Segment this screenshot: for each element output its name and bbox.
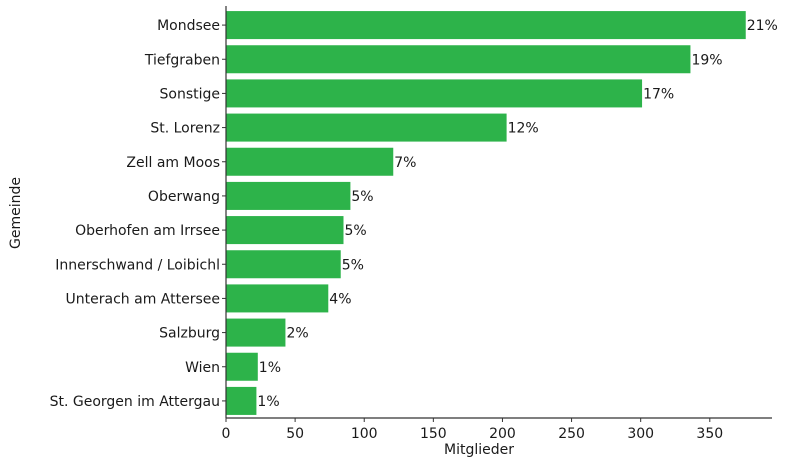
data-label-8: 4% (329, 291, 351, 307)
category-label-7: Innerschwand / Loibichl (55, 257, 220, 273)
data-label-3: 12% (508, 121, 539, 137)
x-tick-label-3: 150 (420, 426, 447, 442)
category-label-6: Oberhofen am Irrsee (75, 223, 220, 239)
data-label-10: 1% (259, 360, 281, 376)
category-labels-group: Mondsee Tiefgraben Sonstige St. Lorenz Zell … (50, 18, 226, 410)
x-tick-label-1: 50 (286, 426, 304, 442)
bar-10 (226, 352, 258, 381)
category-label-9: Salzburg (159, 326, 220, 342)
data-label-5: 5% (351, 189, 373, 205)
x-tick-label-2: 100 (351, 426, 378, 442)
bars-group (226, 11, 746, 415)
bar-0 (226, 11, 746, 40)
bar-3 (226, 113, 507, 142)
category-label-8: Unterach am Attersee (66, 291, 220, 307)
category-label-1: Tiefgraben (144, 52, 220, 68)
category-label-0: Mondsee (157, 18, 220, 34)
bar-7 (226, 250, 341, 279)
data-label-2: 17% (643, 86, 674, 102)
data-label-6: 5% (344, 223, 366, 239)
x-tick-label-7: 350 (696, 426, 723, 442)
data-labels-group: 21% 19% 17% 12% 7% 5% 5% 5% 4% 2% 1% 1% (257, 18, 777, 410)
y-axis-title: Gemeinde (8, 177, 24, 249)
bar-2 (226, 79, 643, 108)
data-label-9: 2% (286, 326, 308, 342)
x-tick-label-6: 300 (627, 426, 654, 442)
category-label-5: Oberwang (148, 189, 220, 205)
category-label-3: St. Lorenz (150, 121, 220, 137)
bar-9 (226, 318, 286, 347)
category-label-10: Wien (185, 360, 220, 376)
data-label-1: 19% (691, 52, 722, 68)
x-axis-title: Mitglieder (444, 442, 514, 458)
data-label-11: 1% (257, 394, 279, 410)
data-label-0: 21% (747, 18, 778, 34)
data-label-7: 5% (342, 257, 364, 273)
data-label-4: 7% (394, 155, 416, 171)
bar-1 (226, 45, 691, 74)
x-tick-label-4: 200 (489, 426, 516, 442)
x-tick-label-0: 0 (222, 426, 231, 442)
bar-4 (226, 147, 394, 176)
bar-11 (226, 386, 257, 415)
category-label-4: Zell am Moos (126, 155, 220, 171)
category-label-11: St. Georgen im Attergau (50, 394, 220, 410)
category-label-2: Sonstige (160, 86, 221, 102)
x-tick-label-5: 250 (558, 426, 585, 442)
bar-8 (226, 284, 329, 313)
bar-6 (226, 216, 344, 245)
bar-5 (226, 181, 351, 210)
x-ticks-group: 0 50 100 150 200 250 300 350 (222, 418, 723, 442)
